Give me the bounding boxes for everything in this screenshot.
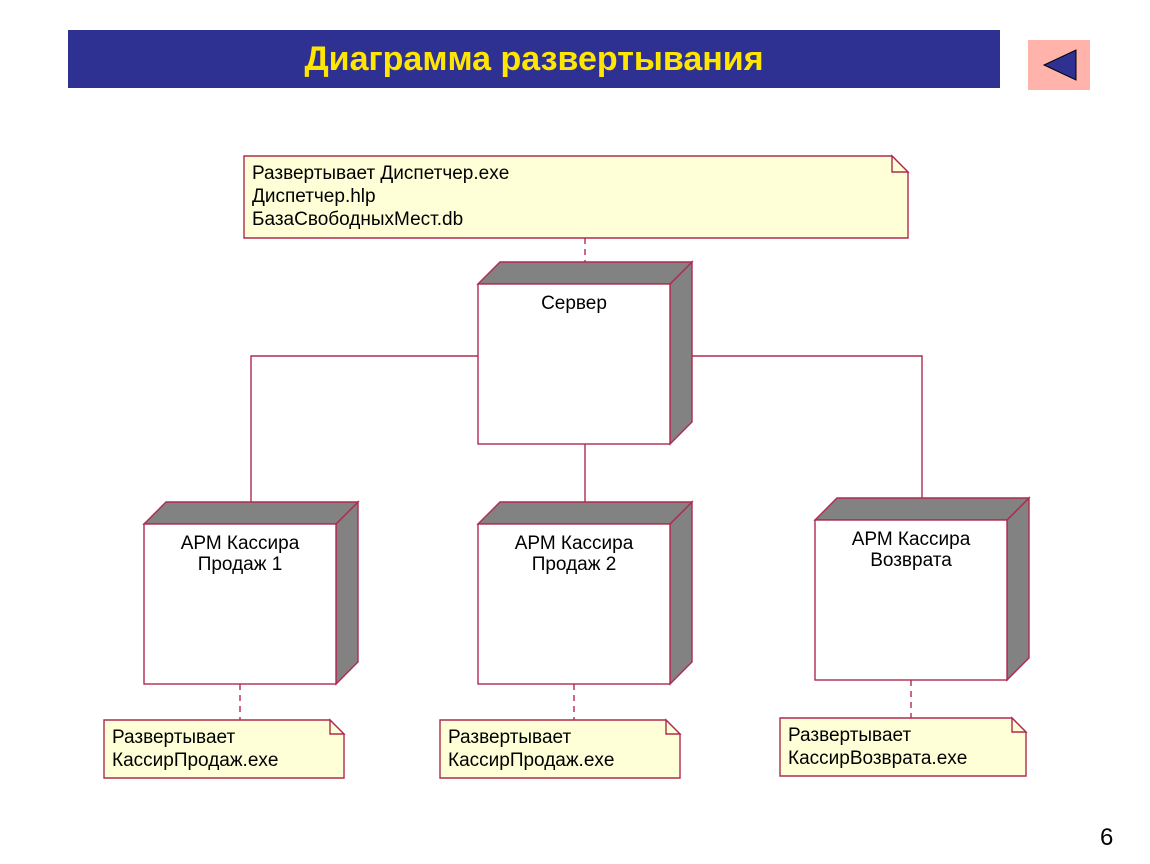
svg-text:АРМ Кассира: АРМ Кассира	[852, 529, 971, 550]
node-arm2: АРМ КассираПродаж 2	[478, 502, 692, 684]
svg-text:Развертывает: Развертывает	[112, 727, 235, 748]
note-server-deploy: Развертывает Диспетчер.exe Диспетчер.hlp…	[244, 156, 908, 238]
svg-text:Развертывает: Развертывает	[448, 727, 571, 748]
svg-text:АРМ Кассира: АРМ Кассира	[181, 533, 300, 554]
svg-text:КассирВозврата.exe: КассирВозврата.exe	[788, 748, 967, 769]
svg-text:КассирПродаж.exe: КассирПродаж.exe	[112, 750, 278, 771]
page-number: 6	[1100, 824, 1113, 852]
svg-text:Продаж 2: Продаж 2	[532, 554, 617, 575]
node-arm1: АРМ КассираПродаж 1	[144, 502, 358, 684]
deployment-diagram: Развертывает Диспетчер.exe Диспетчер.hlp…	[0, 0, 1150, 864]
svg-text:Возврата: Возврата	[870, 550, 952, 571]
connector-server-to-child-0	[251, 356, 478, 502]
svg-text:Развертывает Диспетчер.exe: Развертывает Диспетчер.exe	[252, 163, 509, 184]
node-arm3: АРМ КассираВозврата	[815, 498, 1029, 680]
svg-text:Диспетчер.hlp: Диспетчер.hlp	[252, 186, 376, 207]
svg-text:Сервер: Сервер	[541, 293, 607, 314]
connector-server-to-child-2	[670, 356, 922, 498]
note-child-0: РазвертываетКассирПродаж.exe	[104, 720, 344, 778]
slide-stage: Диаграмма развертывания Развертывает Дис…	[0, 0, 1150, 864]
svg-text:БазаСвободныхМест.db: БазаСвободныхМест.db	[252, 209, 463, 230]
note-child-1: РазвертываетКассирПродаж.exe	[440, 720, 680, 778]
svg-text:Продаж 1: Продаж 1	[198, 554, 283, 575]
note-child-2: РазвертываетКассирВозврата.exe	[780, 718, 1026, 776]
node-server: Сервер	[478, 262, 692, 444]
svg-text:КассирПродаж.exe: КассирПродаж.exe	[448, 750, 614, 771]
svg-text:АРМ Кассира: АРМ Кассира	[515, 533, 634, 554]
svg-text:Развертывает: Развертывает	[788, 725, 911, 746]
